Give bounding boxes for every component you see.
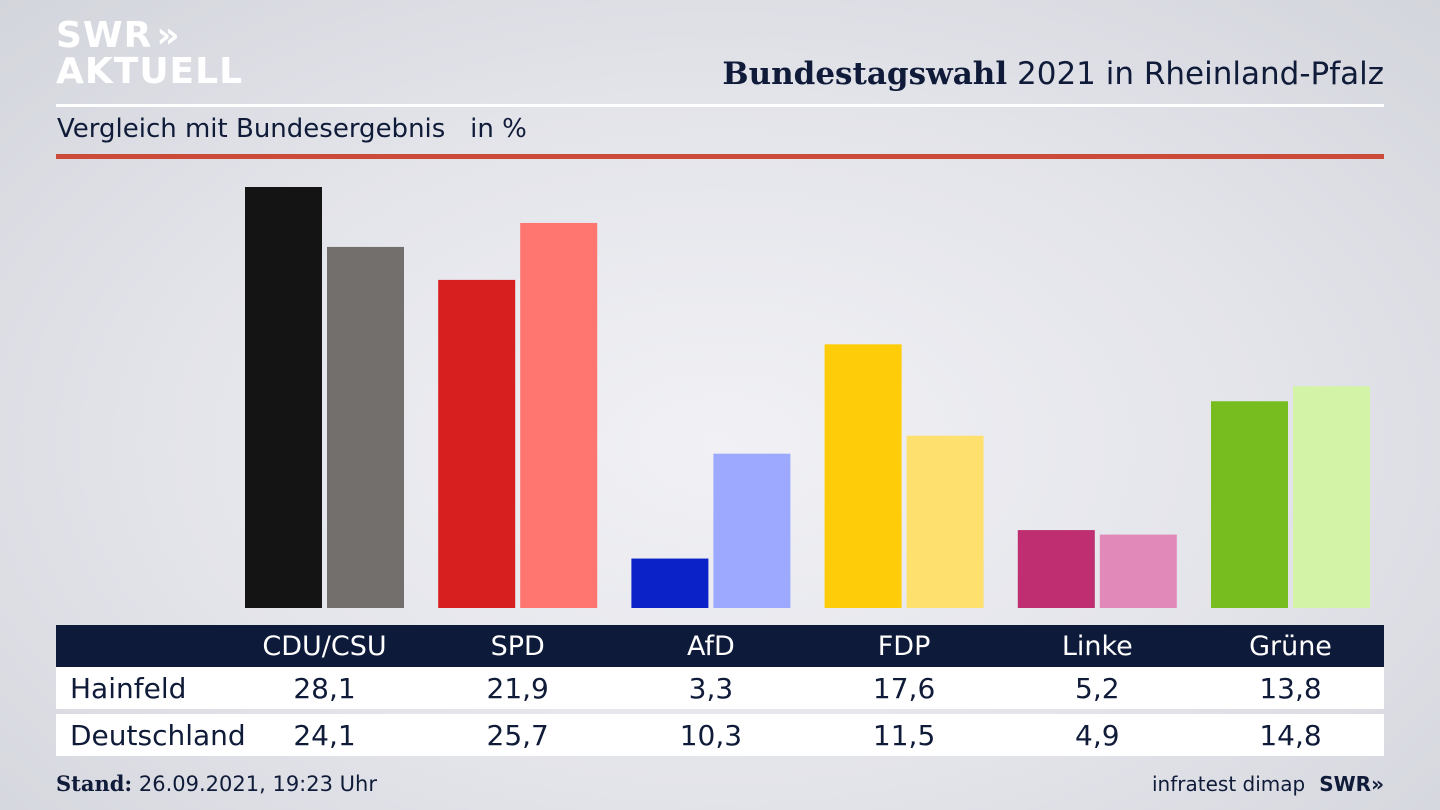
stand-value: 26.09.2021, 19:23 Uhr (138, 772, 377, 796)
table-header-cell: CDU/CSU (262, 630, 387, 662)
logo-aktuell-text: AKTUELL (56, 51, 244, 92)
table-cell: 5,2 (1075, 671, 1120, 705)
table-row: Deutschland 24,1 25,7 10,3 11,5 4,9 14,8 (56, 714, 1384, 756)
swr-aktuell-logo: SWR» AKTUELL (56, 18, 243, 90)
title-divider (56, 104, 1384, 107)
bar-chart (245, 187, 1370, 609)
table-cell: 21,9 (486, 671, 549, 705)
source-credit: infratest dimap SWR» (1152, 772, 1384, 796)
table-cell: 13,8 (1259, 671, 1322, 705)
timestamp: Stand: 26.09.2021, 19:23 Uhr (56, 771, 377, 796)
bar-grüne-deutschland (1293, 386, 1370, 608)
bar-spd-hainfeld (438, 279, 516, 608)
table-header-cell: Grüne (1249, 630, 1332, 662)
bar-grüne-hainfeld (1211, 401, 1288, 608)
table-header-cell: AfD (686, 630, 735, 662)
table-header-row: CDU/CSU SPD AfD FDP Linke Grüne (56, 625, 1384, 667)
title-bold: Bundestagswahl (722, 56, 1008, 92)
bar-linke-deutschland (1099, 534, 1177, 608)
chart-subtitle: Vergleich mit Bundesergebnis in % (57, 114, 527, 144)
logo-chevrons-icon: » (156, 15, 181, 56)
title-rest: 2021 in Rheinland-Pfalz (1017, 56, 1384, 92)
page-title: Bundestagswahl 2021 in Rheinland-Pfalz (722, 56, 1384, 92)
table-row: Hainfeld 28,1 21,9 3,3 17,6 5,2 13,8 (56, 667, 1384, 709)
bar-fdp-hainfeld (824, 344, 902, 608)
table-cell: 28,1 (293, 671, 356, 705)
row-label: Hainfeld (70, 671, 187, 705)
table-cell: 4,9 (1075, 718, 1120, 752)
bar-fdp-deutschland (906, 435, 984, 608)
table-cell: 3,3 (688, 671, 734, 705)
table-header-cell: FDP (877, 630, 931, 662)
bar-cdu-csu-deutschland (327, 246, 404, 608)
table-cell: 17,6 (872, 671, 936, 705)
bar-afd-deutschland (713, 453, 791, 608)
table-header-cell: Linke (1061, 630, 1133, 662)
source-label: infratest dimap (1152, 772, 1306, 796)
results-table: CDU/CSU SPD AfD FDP Linke Grüne Hainfeld 28,1 2… (56, 625, 1384, 756)
table-header-cell: SPD (490, 630, 545, 662)
table-cell: 10,3 (679, 718, 743, 752)
bar-afd-hainfeld (631, 558, 709, 608)
stand-label: Stand: (56, 771, 133, 796)
swr-footer-logo: SWR» (1319, 772, 1384, 796)
table-cell: 25,7 (486, 718, 549, 752)
logo-swr-text: SWR (56, 15, 153, 56)
bar-linke-hainfeld (1017, 530, 1095, 608)
table-cell: 11,5 (872, 718, 936, 752)
table-cell: 24,1 (293, 718, 356, 752)
row-label: Deutschland (70, 718, 246, 752)
bar-cdu-csu-hainfeld (245, 187, 322, 608)
table-cell: 14,8 (1259, 718, 1322, 752)
accent-divider (56, 154, 1384, 159)
bar-spd-deutschland (520, 222, 598, 609)
